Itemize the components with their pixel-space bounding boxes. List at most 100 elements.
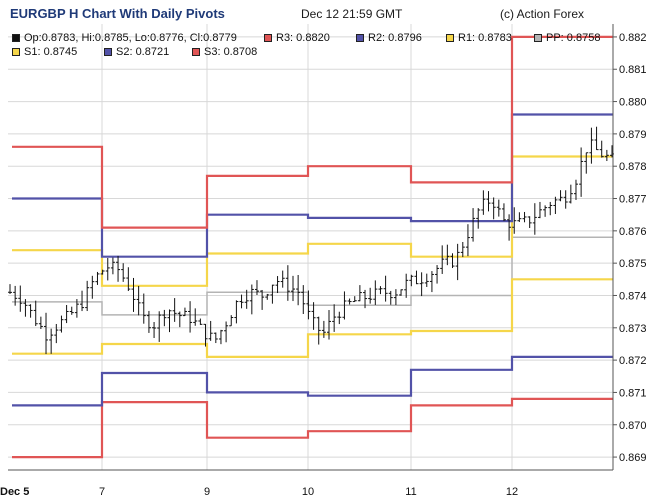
chart-timestamp: Dec 12 21:59 GMT xyxy=(301,7,403,21)
ohlc-bar xyxy=(342,291,347,320)
ohlc-bar xyxy=(239,294,244,309)
ohlc-bar xyxy=(13,285,18,306)
ohlc-bar xyxy=(136,285,141,316)
y-tick-label: 0.871 xyxy=(619,387,647,399)
ohlc-bar xyxy=(327,310,332,340)
y-tick-label: 0.876 xyxy=(619,226,647,238)
ohlc-bar xyxy=(599,140,604,158)
ohlc-bar xyxy=(573,179,578,200)
ohlc-bar xyxy=(584,152,589,174)
ohlc-bar xyxy=(604,149,609,162)
chart-title: EURGBP H Chart With Daily Pivots xyxy=(10,6,225,21)
ohlc-bar xyxy=(33,300,38,327)
ohlc-bar xyxy=(182,307,187,317)
ohlc-bar xyxy=(126,267,131,292)
pivot-line-s1 xyxy=(12,278,613,358)
chart-credit: (c) Action Forex xyxy=(500,7,585,21)
ohlc-bar xyxy=(285,265,290,301)
ohlc-bar xyxy=(234,300,239,324)
pivot-line-s3 xyxy=(12,397,613,459)
ohlc-bar xyxy=(213,332,218,344)
ohlc-bar xyxy=(357,285,362,302)
ohlc-bar xyxy=(95,271,100,285)
ohlc-bar xyxy=(388,290,393,305)
legend-s2-label: S2: 0.8721 xyxy=(116,46,170,58)
ohlc-bar xyxy=(424,273,429,287)
ohlc-bar xyxy=(399,289,404,296)
ohlc-bar xyxy=(49,328,54,354)
ohlc-bar xyxy=(229,315,234,327)
ohlc-bar xyxy=(28,304,33,318)
ohlc-bar xyxy=(172,298,177,322)
legend-r1-label: R1: 0.8783 xyxy=(458,32,512,44)
y-tick-label: 0.880 xyxy=(619,97,647,109)
ohlc-bar xyxy=(316,316,321,345)
y-tick-label: 0.882 xyxy=(619,32,647,44)
ohlc-bar xyxy=(373,280,378,305)
ohlc-bar xyxy=(23,299,28,317)
ohlc-bar xyxy=(445,244,450,266)
legend-pp: PP: 0.8758 xyxy=(534,32,600,44)
ohlc-bar xyxy=(157,311,162,342)
ohlc-bar xyxy=(548,201,553,216)
x-tick-label: 12 xyxy=(506,486,518,498)
legend-s2-swatch xyxy=(104,48,112,56)
ohlc-bar xyxy=(393,289,398,306)
ohlc-bar xyxy=(110,257,115,275)
ohlc-bar xyxy=(188,301,193,333)
legend-s3-label: S3: 0.8708 xyxy=(204,46,258,58)
legend-ohlc-label: Op:0.8783, Hi:0.8785, Lo:0.8776, Cl:0.87… xyxy=(24,32,237,44)
y-tick-label: 0.872 xyxy=(619,355,647,367)
ohlc-bar xyxy=(121,263,126,282)
ohlc-bar xyxy=(260,289,265,310)
legend-s2: S2: 0.8721 xyxy=(104,46,169,58)
ohlc-bar xyxy=(270,284,275,304)
ohlc-bar xyxy=(131,277,136,312)
ohlc-bar xyxy=(429,271,434,293)
ohlc-bar xyxy=(363,289,368,309)
ohlc-bar xyxy=(64,305,69,324)
ohlc-bar xyxy=(501,203,506,222)
ohlc-bar xyxy=(352,296,357,303)
legend-s1-swatch xyxy=(12,48,20,56)
ohlc-bar xyxy=(85,280,90,312)
y-tick-label: 0.874 xyxy=(619,290,647,302)
ohlc-bar xyxy=(450,253,455,269)
ohlc-bar xyxy=(152,322,157,339)
ohlc-bar xyxy=(146,310,151,333)
ohlc-bar xyxy=(177,311,182,328)
chart-axes: 0.869 0.870 0.871 0.872 0.873 0.874 0.875 0.876… xyxy=(0,24,647,498)
ohlc-bar xyxy=(203,323,208,347)
ohlc-bar xyxy=(80,290,85,312)
ohlc-bar xyxy=(244,289,249,309)
ohlc-bar xyxy=(404,273,409,298)
ohlc-bar xyxy=(218,329,223,345)
ohlc-bar xyxy=(378,286,383,295)
x-tick-label: 9 xyxy=(204,486,210,498)
ohlc-bar xyxy=(507,214,512,241)
ohlc-bar xyxy=(419,272,424,297)
ohlc-bar xyxy=(476,208,481,229)
ohlc-bar xyxy=(579,147,584,197)
legend-r3-label: R3: 0.8820 xyxy=(276,32,330,44)
ohlc-bar xyxy=(522,211,527,223)
ohlc-bar xyxy=(471,208,476,242)
ohlc-bar xyxy=(224,321,229,343)
pivot-lines xyxy=(12,35,613,459)
ohlc-bar xyxy=(74,299,79,318)
ohlc-bar xyxy=(193,308,198,326)
legend-r1: R1: 0.8783 xyxy=(446,32,512,44)
x-tick-label: 11 xyxy=(405,486,416,498)
pivot-line-r2 xyxy=(12,113,613,258)
ohlc-bar xyxy=(496,199,501,217)
ohlc-bar xyxy=(383,275,388,302)
legend-s1-label: S1: 0.8745 xyxy=(24,46,78,58)
y-tick-label: 0.870 xyxy=(619,420,647,432)
y-tick-label: 0.877 xyxy=(619,194,647,206)
ohlc-bar xyxy=(54,323,59,344)
y-tick-label: 0.875 xyxy=(619,258,647,270)
ohlc-bar xyxy=(249,284,254,315)
pivot-line-s2 xyxy=(12,355,613,407)
ohlc-bar xyxy=(368,287,373,304)
ohlc-bar xyxy=(440,245,445,274)
